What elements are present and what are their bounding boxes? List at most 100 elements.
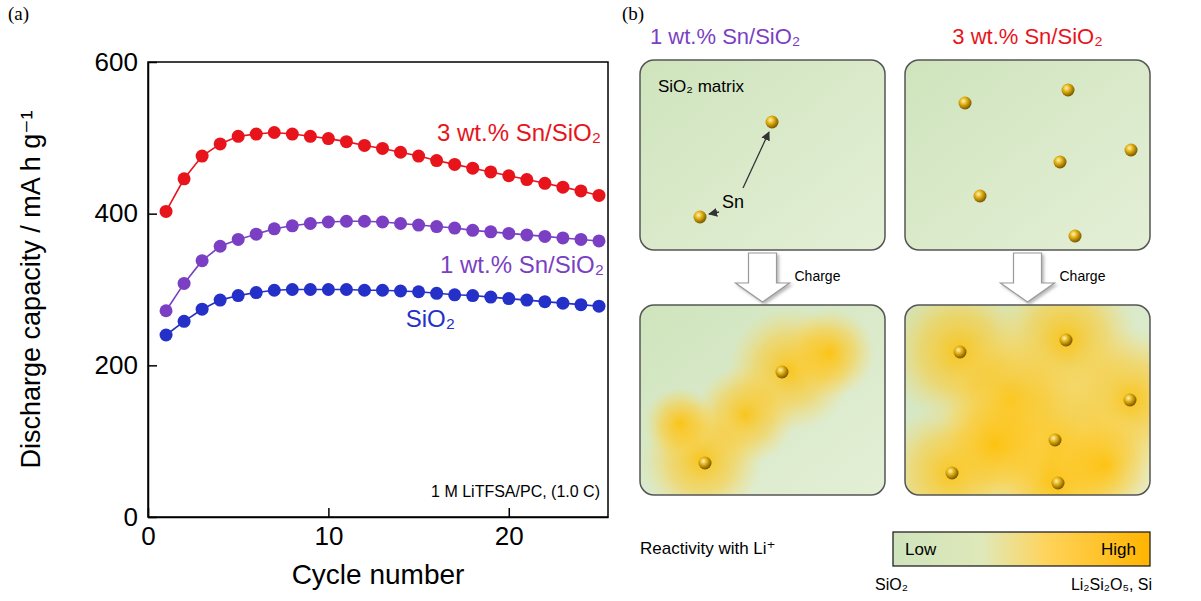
particle-label: Sn — [722, 192, 744, 212]
matrix-box — [905, 60, 1150, 250]
series-marker — [430, 287, 443, 300]
series-marker — [412, 219, 425, 232]
x-tick-label: 0 — [141, 521, 155, 551]
x-tick-label: 20 — [495, 521, 524, 551]
series-marker — [574, 233, 587, 246]
series-marker — [178, 172, 191, 185]
series-marker — [556, 181, 569, 194]
pointer-arrow — [743, 132, 769, 188]
matrix-box-border — [905, 60, 1150, 250]
series-marker — [376, 216, 389, 229]
series-marker — [592, 300, 605, 313]
series-marker — [178, 277, 191, 290]
series-marker — [322, 132, 335, 145]
charge-arrow — [736, 253, 790, 302]
series-label: SiO₂ — [406, 305, 455, 332]
annotation: 1 M LiTFSA/PC, (1.0 C) — [431, 483, 600, 500]
arrow-label: Charge — [795, 268, 841, 284]
matrix-box — [640, 60, 885, 250]
series-marker — [538, 177, 551, 190]
x-tick-mark — [509, 508, 511, 517]
x-tick-mark — [328, 508, 330, 517]
y-tick-label: 200 — [95, 350, 138, 380]
sn-particle — [1052, 477, 1065, 490]
y-tick: 200 — [95, 350, 157, 380]
y-axis-title: Discharge capacity / mA h g⁻¹ — [16, 111, 46, 469]
series-marker — [196, 303, 209, 316]
series-label: 1 wt.% Sn/SiO₂ — [440, 251, 604, 278]
series-marker — [358, 215, 371, 228]
sn-particle — [1124, 394, 1137, 407]
series-marker — [304, 217, 317, 230]
sn-particle — [1062, 84, 1075, 97]
scale-low-phase: SiO₂ — [875, 576, 908, 593]
sn-particle — [766, 116, 779, 129]
diagram-b: (b)1 wt.% Sn/SiO₂SiO₂ matrixSnCharge3 wt… — [622, 3, 1201, 593]
y-tick-label: 0 — [124, 502, 138, 532]
series-marker — [592, 234, 605, 247]
sn-particle — [776, 366, 789, 379]
figure: (a)010200200400600Cycle numberDischarge … — [0, 0, 1201, 601]
reactivity-scale: Reactivity with Li⁺LowHighSiO₂Li₂Si₂O₅, … — [640, 532, 1152, 593]
series-marker — [304, 130, 317, 143]
series-marker — [250, 286, 263, 299]
series-marker — [286, 219, 299, 232]
series-marker — [466, 162, 479, 175]
series-marker — [358, 139, 371, 152]
scale-low: Low — [905, 540, 937, 559]
series-marker — [286, 283, 299, 296]
sn-particle — [1125, 144, 1138, 157]
series-marker — [286, 128, 299, 141]
series-marker — [484, 225, 497, 238]
series-marker — [538, 230, 551, 243]
series-marker — [340, 135, 353, 148]
series-marker — [520, 228, 533, 241]
series-marker — [520, 294, 533, 307]
series-marker — [232, 233, 245, 246]
series-marker — [268, 126, 281, 139]
x-tick: 10 — [314, 508, 343, 551]
series-marker — [376, 142, 389, 155]
y-tick-label: 400 — [95, 198, 138, 228]
sn-particle — [694, 211, 707, 224]
scale-high: High — [1101, 540, 1136, 559]
x-axis-title: Cycle number — [292, 559, 465, 590]
scale-high-phase: Li₂Si₂O₅, Si — [1071, 576, 1152, 593]
sn-particle — [959, 97, 972, 110]
diagram-panel: 1 wt.% Sn/SiO₂SiO₂ matrixSnCharge — [640, 24, 885, 520]
sn-particle — [1049, 434, 1062, 447]
series-marker — [394, 217, 407, 230]
reactive-glow — [644, 387, 716, 459]
matrix-label: SiO₂ matrix — [658, 77, 744, 96]
diagram-panel: 3 wt.% Sn/SiO₂Charge — [882, 24, 1201, 553]
series-marker — [448, 288, 461, 301]
x-tick-label: 10 — [314, 521, 343, 551]
series-marker — [340, 283, 353, 296]
series-marker — [214, 240, 227, 253]
series-marker — [502, 292, 515, 305]
plot-frame — [148, 62, 608, 517]
y-tick-mark — [148, 517, 157, 519]
chart-a: 010200200400600Cycle numberDischarge cap… — [16, 47, 609, 590]
x-axis: 0 10 20 — [141, 508, 608, 551]
series-marker — [484, 165, 497, 178]
series-marker — [412, 150, 425, 163]
series-marker — [574, 184, 587, 197]
y-tick-mark — [148, 62, 157, 64]
y-tick-label: 600 — [95, 47, 138, 77]
series-marker — [160, 329, 173, 342]
sn-particle — [1054, 156, 1067, 169]
series-marker — [412, 285, 425, 298]
reactive-glow — [1050, 410, 1150, 495]
y-tick: 0 — [124, 502, 157, 532]
sn-particle — [699, 457, 712, 470]
sn-particle — [954, 346, 967, 359]
sn-particle — [1069, 230, 1082, 243]
scale-bar — [893, 532, 1150, 566]
series-marker — [430, 220, 443, 233]
series-marker — [214, 137, 227, 150]
series-marker — [556, 231, 569, 244]
matrix-box-border — [640, 60, 885, 250]
series-marker — [250, 128, 263, 141]
reactive-region — [905, 305, 1150, 495]
